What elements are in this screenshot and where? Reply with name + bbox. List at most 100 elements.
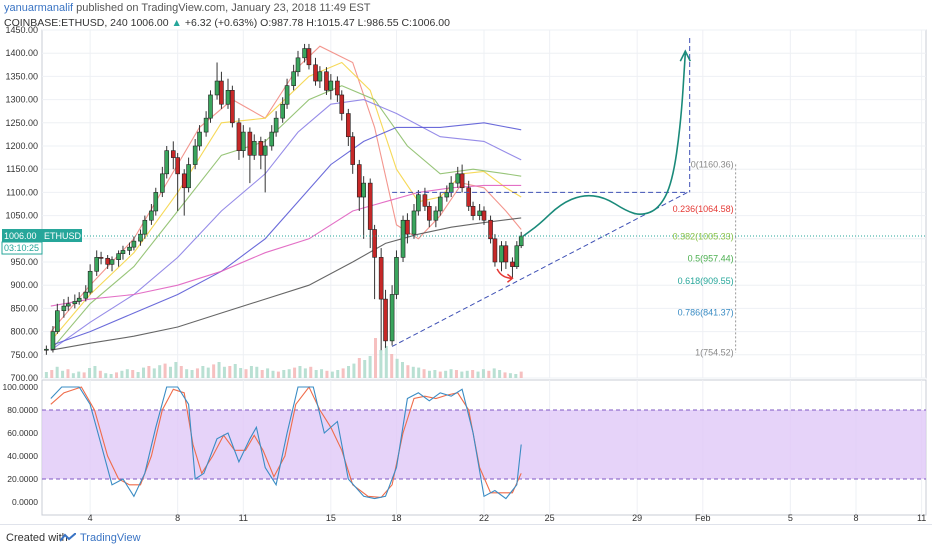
candle-body [361, 182, 366, 198]
current-symbol-label: ETHUSD [44, 231, 82, 241]
candle [142, 215, 148, 239]
candle-body [466, 187, 471, 207]
volume-bar [287, 369, 291, 378]
candle-body [83, 291, 89, 299]
candle-body [61, 305, 67, 312]
candle [400, 215, 406, 262]
volume-bar [514, 374, 518, 378]
price-tick-label: 950.00 [10, 257, 38, 267]
candle [488, 215, 493, 244]
candle [466, 180, 471, 211]
candle [55, 303, 60, 334]
candle [280, 97, 285, 123]
candle-body [383, 298, 388, 342]
volume-bar [136, 372, 140, 378]
volume-bar [98, 370, 102, 378]
volume-bar [152, 368, 156, 378]
volume-bar [61, 370, 65, 378]
candle-body [170, 150, 176, 158]
volume-bar [476, 371, 480, 378]
date-tick-label: 25 [545, 513, 555, 523]
volume-bar [368, 356, 372, 378]
volume-bar [174, 362, 178, 378]
candle [116, 250, 121, 267]
volume-bar [239, 368, 243, 378]
candle-body [372, 229, 377, 258]
tradingview-brand-link[interactable]: TradingView [80, 532, 141, 544]
candle [203, 111, 209, 137]
volume-bar [88, 368, 92, 378]
price-tick-label: 750.00 [10, 350, 38, 360]
candle-body [356, 164, 362, 198]
candle-body [116, 253, 121, 260]
candle-body [492, 238, 498, 263]
volume-bar [379, 350, 383, 378]
projection-path [522, 53, 687, 237]
candle-body [186, 164, 191, 189]
small-down-arrowhead [506, 273, 514, 283]
price-change: +6.32 (+0.63%) [184, 17, 258, 29]
candle-body [295, 57, 301, 73]
volume-bar [492, 368, 496, 378]
candle-body [236, 122, 242, 151]
volume-bar [276, 371, 280, 378]
candle [426, 201, 432, 228]
stochastic-tick-label: 100.0000 [3, 382, 39, 392]
candle-body [481, 210, 487, 221]
candle [208, 90, 213, 123]
candle-body [284, 85, 290, 105]
date-tick-label: 29 [632, 513, 642, 523]
candle [350, 132, 356, 174]
candle [94, 250, 100, 276]
volume-bar [44, 372, 48, 378]
volume-bar [233, 364, 237, 378]
volume-bar [417, 367, 421, 378]
candle [105, 255, 110, 269]
volume-bar [508, 373, 512, 378]
candle-body [459, 173, 465, 189]
price-tick-label: 1150.00 [6, 164, 38, 174]
volume-bar [249, 366, 253, 378]
volume-bar [260, 370, 264, 378]
countdown-label: 03:10:25 [4, 243, 39, 253]
candle-body [44, 348, 49, 351]
candle-body [65, 303, 71, 307]
volume-bar [120, 370, 124, 378]
candle [514, 241, 520, 269]
candle [50, 326, 56, 353]
candle-body [258, 141, 264, 156]
candle [405, 213, 410, 244]
candle-body [72, 301, 78, 305]
candle-body [203, 117, 209, 133]
username-link[interactable]: yanuarmanalif [4, 2, 74, 14]
candle [356, 159, 362, 211]
chart-svg[interactable]: 1450.00 1400.00 1350.00 1300.00 1250.00 1200.… [0, 0, 932, 524]
candle [411, 204, 417, 239]
candle [437, 192, 443, 216]
volume-bar [444, 370, 448, 378]
candle-body [291, 71, 296, 86]
candle-body [400, 219, 406, 258]
candle-body [105, 257, 110, 265]
candle-body [411, 210, 417, 235]
candle-body [269, 131, 275, 147]
volume-bar [422, 369, 426, 378]
candle-body [55, 310, 60, 332]
candle [138, 229, 143, 246]
date-tick-label: 18 [391, 513, 401, 523]
candle [470, 201, 476, 221]
candle-body [214, 80, 220, 96]
candle [170, 141, 176, 170]
volume-bar [298, 366, 302, 378]
candle-body [394, 257, 399, 295]
fib-level-label: 0.236(1064.58) [673, 204, 734, 214]
candle [503, 241, 509, 269]
moving-average-line [50, 122, 522, 347]
volume-bar [357, 358, 361, 378]
volume-bar [438, 371, 442, 378]
candle-body [437, 196, 443, 212]
candle [433, 206, 439, 228]
candle [518, 231, 524, 249]
price-tick-label: 1100.00 [6, 187, 38, 197]
